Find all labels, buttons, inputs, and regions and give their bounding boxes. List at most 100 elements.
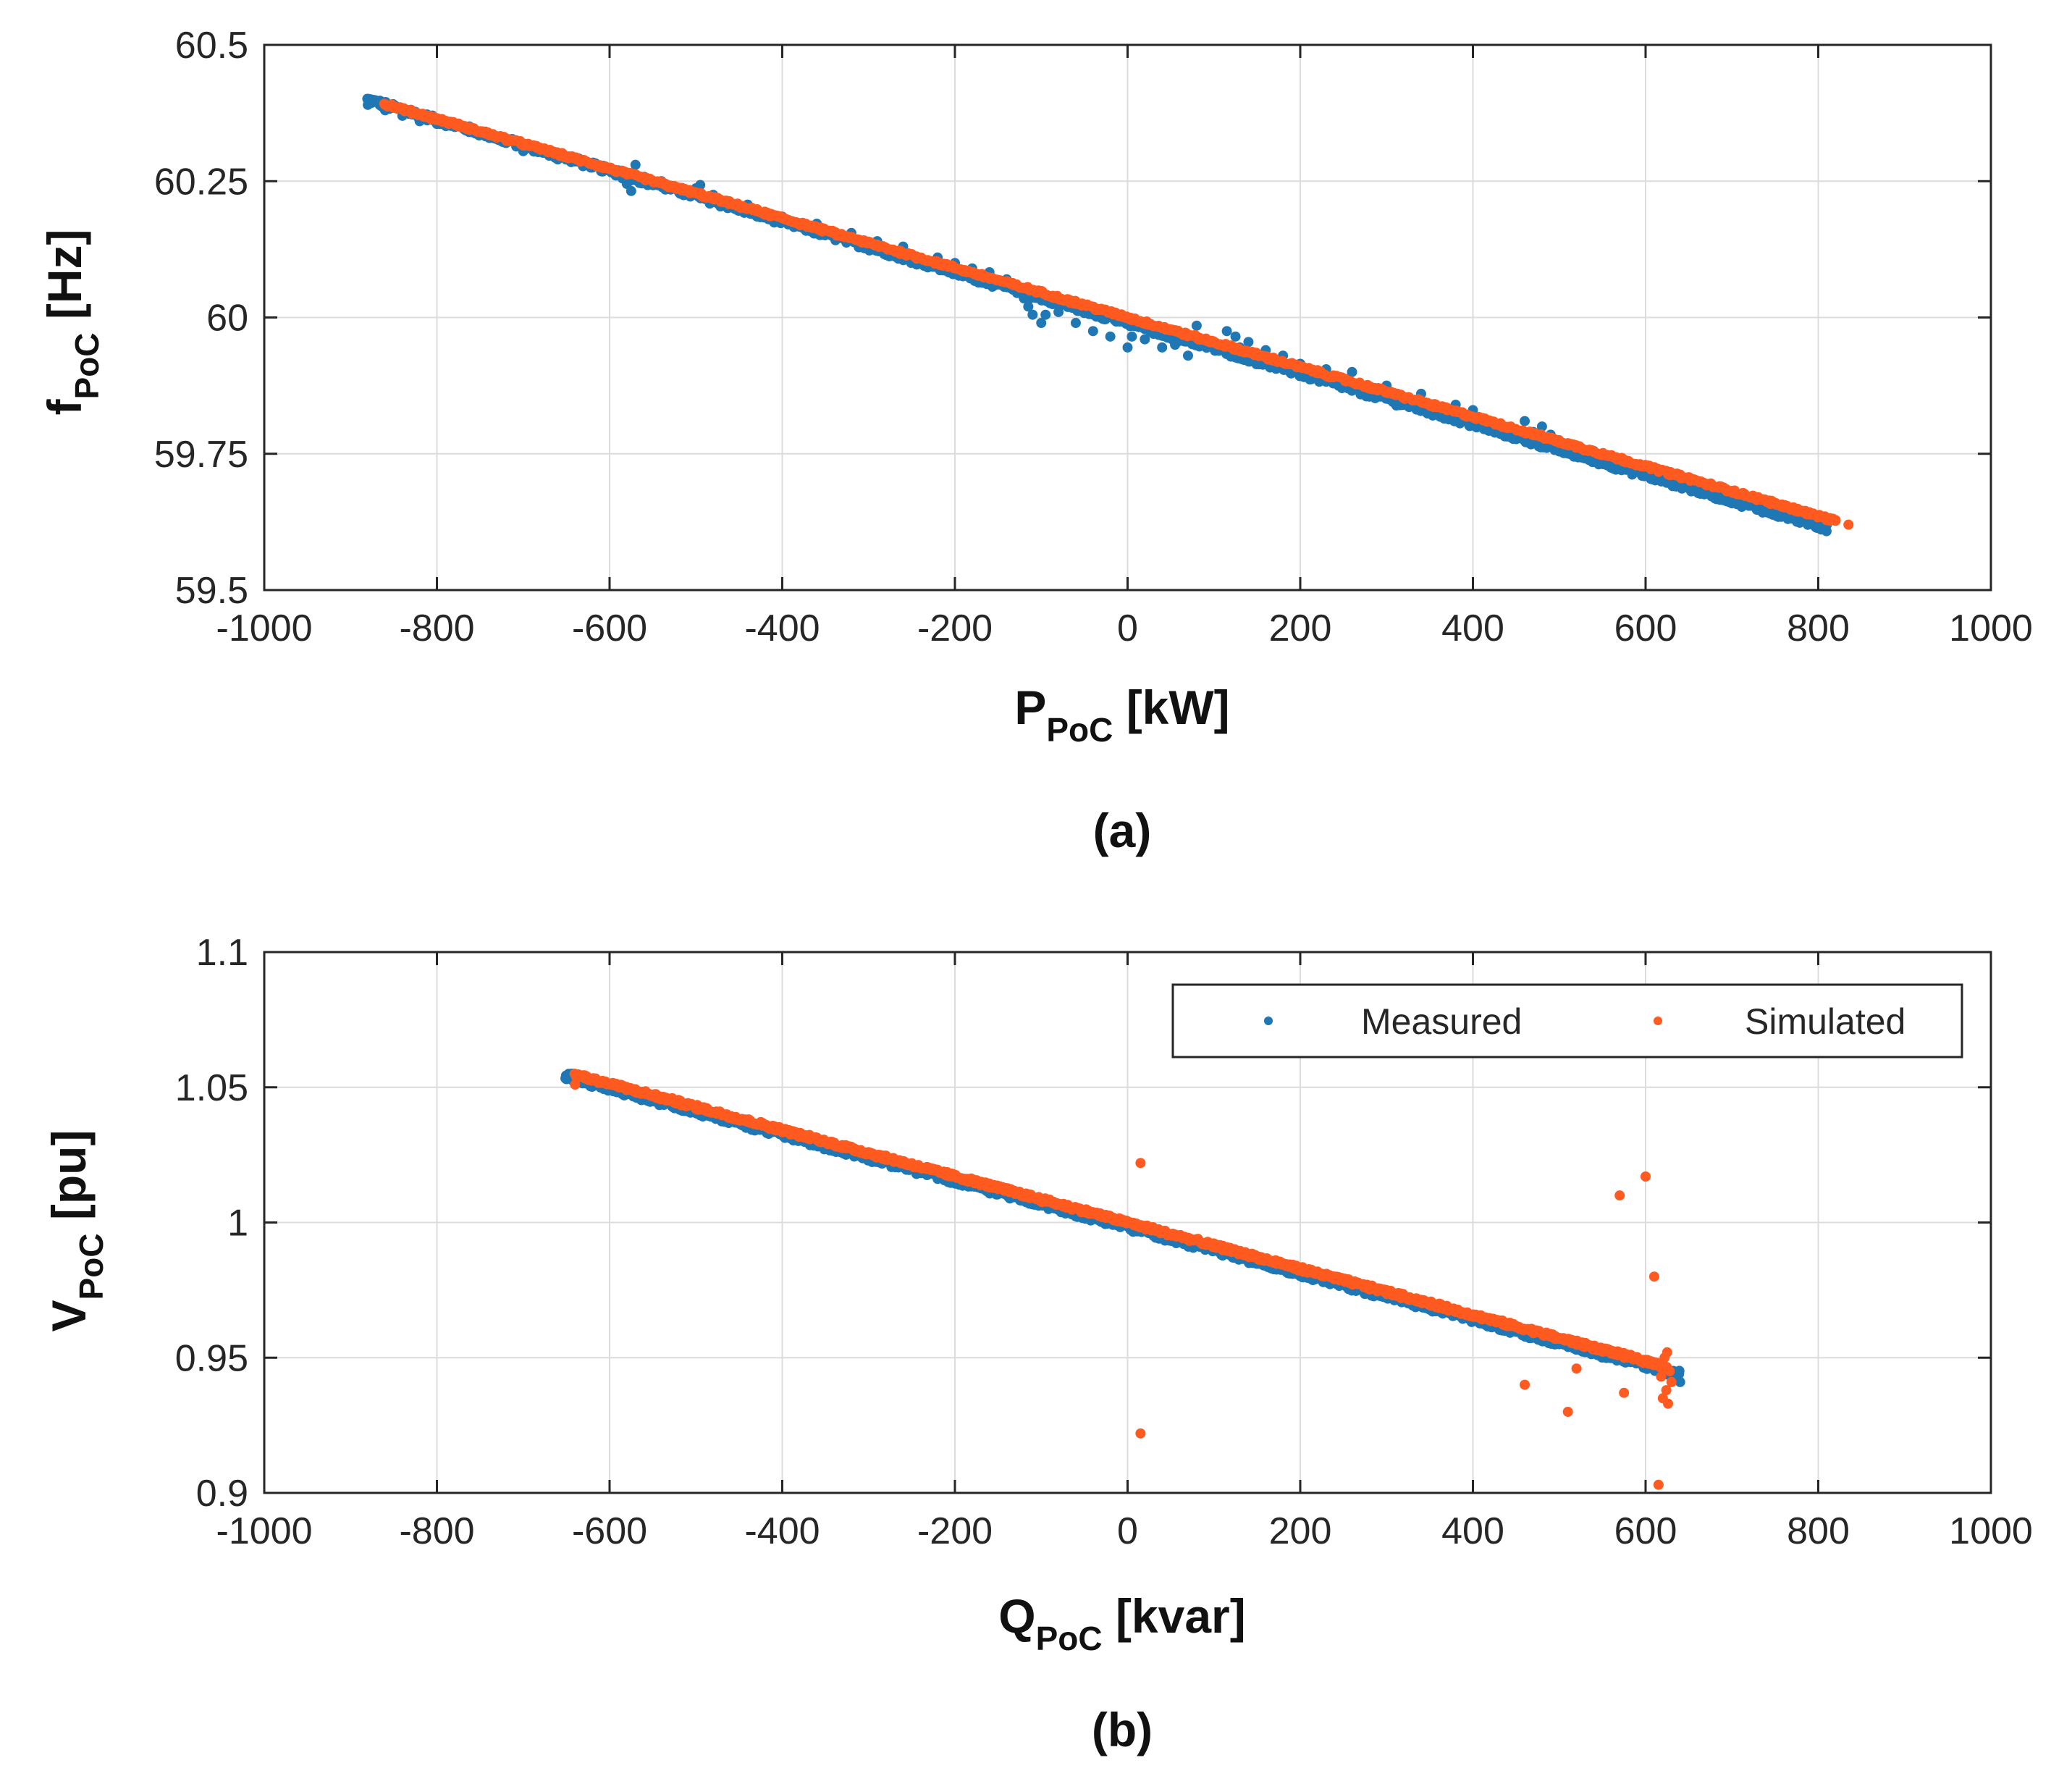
caption-b: (b) [1092,1703,1153,1756]
caption-a: (a) [1093,804,1152,857]
data-point [626,185,636,196]
data-point [1562,1406,1573,1417]
data-point [605,163,615,174]
data-point [1135,1428,1146,1439]
data-point [1666,1376,1677,1387]
data-point [691,1103,702,1114]
data-point [1157,342,1168,353]
data-point [950,262,960,273]
data-point [1122,342,1133,353]
x-tick-label: 800 [1787,1510,1850,1552]
data-point [777,1125,788,1136]
x-tick-label: 200 [1269,1510,1332,1552]
data-point [1656,1371,1667,1382]
data-point [1663,1398,1674,1409]
data-point [1208,1239,1219,1250]
x-tick-label: 200 [1269,607,1332,649]
data-point [1381,386,1392,397]
data-point [1243,337,1254,348]
data-point [1295,1263,1305,1274]
data-point [1182,350,1193,361]
y-axis-label-a: fPoC [Hz] [38,230,106,416]
data-point [1813,510,1824,521]
data-point [1664,1365,1675,1376]
x-tick-label: 600 [1614,607,1677,649]
x-tick-label: -400 [744,1510,820,1552]
x-tick-label: 800 [1787,607,1850,649]
data-point [1520,416,1530,426]
x-tick-label: 600 [1614,1510,1677,1552]
data-point [518,138,528,149]
x-tick-label: -200 [917,607,993,649]
data-point [379,99,390,110]
x-tick-label: -800 [399,607,474,649]
data-point [1208,337,1219,348]
data-point [363,99,374,110]
data-point [777,213,788,224]
data-point [570,1080,581,1090]
data-point [1467,411,1478,422]
legend-label-measured: Measured [1361,1001,1522,1042]
data-point [1641,1171,1651,1182]
data-point [1661,1385,1672,1396]
x-tick-label: 0 [1117,1510,1138,1552]
y-tick-label: 1 [227,1203,248,1245]
y-tick-label: 0.95 [175,1337,248,1379]
y-tick-label: 59.5 [175,570,248,612]
data-point [1381,1284,1392,1295]
y-tick-label: 60.25 [154,161,248,203]
data-point [1651,1358,1662,1368]
data-point [1087,326,1098,337]
data-point [1571,1363,1582,1374]
x-tick-label: -600 [572,607,647,649]
series-simulated [569,1069,1677,1490]
legend-label-simulated: Simulated [1745,1001,1905,1042]
data-point [1140,334,1150,345]
scatter-points-b [560,1068,1685,1490]
y-axis-label-b: VPoC [pu] [42,1130,110,1332]
data-point [1727,485,1738,496]
data-point [1191,320,1202,331]
x-tick-label: -1000 [216,1510,313,1552]
data-point [1053,306,1064,317]
legend-marker-simulated [1654,1017,1662,1025]
legend-box [1171,983,1963,1059]
legend-marker-measured [1264,1017,1273,1025]
y-tick-label: 0.9 [196,1473,248,1515]
x-tick-label: -600 [572,1510,647,1552]
data-point [1674,1369,1685,1380]
data-point [1295,362,1305,373]
data-point [1554,436,1564,447]
data-point [1347,366,1357,377]
x-tick-label: 400 [1441,1510,1504,1552]
data-point [1641,461,1651,472]
x-tick-label: 1000 [1949,1510,2033,1552]
legend: Measured Simulated [1171,983,1963,1059]
data-point [1122,1217,1133,1228]
data-point [863,1147,874,1158]
data-point [1843,519,1854,530]
data-point [1536,421,1547,432]
data-point [1830,515,1841,526]
x-tick-label: -400 [744,607,820,649]
data-point [1554,1334,1564,1344]
data-point [1653,1479,1664,1490]
x-tick-label: 0 [1117,607,1138,649]
chart-panel-b: -1000 -800 -600 -400 -200 0 200 400 600 800 1000 0.… [42,932,2033,1756]
data-point [1614,1190,1625,1201]
data-point [691,188,702,198]
y-tick-label: 1.1 [196,932,248,974]
data-point [561,1074,572,1085]
y-tick-label: 60 [206,298,248,340]
data-point [950,1171,960,1182]
x-tick-label: 1000 [1949,607,2033,649]
data-point [1520,1379,1530,1390]
chart-panel-a: -1000 -800 -600 -400 -200 0 200 400 600 800 1000 59… [38,25,2033,857]
data-point [1230,331,1241,342]
data-point [1036,1195,1047,1206]
data-point [1126,331,1137,342]
axis-ticks-a: -1000 -800 -600 -400 -200 0 200 400 600 800 1000 59… [154,25,2033,649]
data-point [1070,318,1081,329]
y-tick-label: 1.05 [175,1067,248,1109]
